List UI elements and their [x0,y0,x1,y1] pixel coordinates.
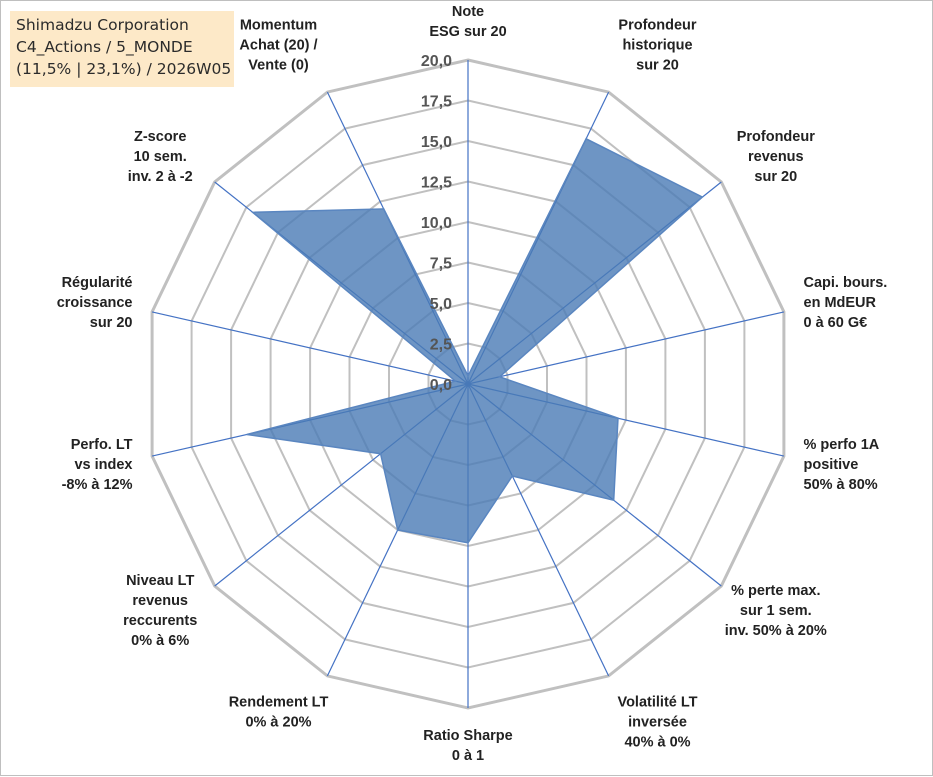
axis-label: Ratio Sharpe 0 à 1 [423,728,512,764]
radial-tick-label: 5,0 [430,296,452,313]
axis-label-line: sur 1 sem. [740,603,812,619]
axis-label-line: % perte max. [731,583,820,599]
radial-tick-label: 7,5 [430,256,452,273]
axis-label-line: Niveau LT [126,573,194,589]
axis-label-line: % perfo 1A [804,437,880,453]
axis-label-line: 0% à 6% [131,633,189,649]
axis-label-line: revenus [748,149,804,165]
axis-label-line: inv. 2 à -2 [128,169,193,185]
axis-label: Niveau LT revenus reccurents 0% à 6% [123,573,197,649]
axis-label-line: Momentum [240,18,317,34]
period-label: (11,5% | 23,1%) / 2026W05 [16,58,228,80]
axis-label-line: inversée [628,714,687,730]
series-area [247,139,702,543]
radial-tick-label: 15,0 [421,134,452,151]
axis-label-line: sur 20 [754,169,797,185]
axis-label-line: -8% à 12% [62,477,133,493]
radar-series [247,139,703,543]
axis-label-line: revenus [132,593,188,609]
axis-label-line: Vente (0) [248,58,309,74]
company-name: Shimadzu Corporation [16,14,228,36]
portfolio-name: C4_Actions / 5_MONDE [16,36,228,58]
axis-label-line: Note [452,4,484,20]
axis-label-line: 0 à 1 [452,748,484,764]
axis-label: % perte max. sur 1 sem. inv. 50% à 20% [725,583,827,639]
axis-label-line: vs index [74,457,132,473]
axis-label: Régularité croissance sur 20 [57,275,133,331]
axis-label-line: Ratio Sharpe [423,728,512,744]
axis-label: Volatilité LT inversée 40% à 0% [617,694,697,750]
axis-label: Z-score 10 sem. inv. 2 à -2 [128,129,193,185]
axis-label-line: Régularité [62,275,133,291]
axis-label-line: positive [804,457,859,473]
axis-label-line: Profondeur [618,18,696,34]
axis-label: Rendement LT 0% à 20% [229,694,329,730]
axis-label-line: 40% à 0% [624,734,690,750]
axis-label: Note ESG sur 20 [429,4,506,40]
axis-label-line: reccurents [123,613,197,629]
axis-label-line: sur 20 [636,58,679,74]
radial-tick-label: 17,5 [421,94,452,111]
axis-label-line: 0% à 20% [245,714,311,730]
axis-label-line: 10 sem. [134,149,187,165]
radial-tick-label: 2,5 [430,337,452,354]
axis-label: Profondeur historique sur 20 [618,18,696,74]
axis-label: Momentum Achat (20) / Vente (0) [239,18,317,74]
axis-label-line: Volatilité LT [617,694,697,710]
axis-label-line: en MdEUR [804,295,877,311]
axis-label: Profondeur revenus sur 20 [737,129,815,185]
axis-label-line: 0 à 60 G€ [804,315,868,331]
radial-tick-label: 0,0 [430,377,452,394]
axis-label-line: Z-score [134,129,186,145]
axis-label-line: Capi. bours. [804,275,888,291]
axis-label: Capi. bours. en MdEUR 0 à 60 G€ [804,275,888,331]
axis-label-line: Rendement LT [229,694,329,710]
axis-label-line: Perfo. LT [71,437,133,453]
axis-label-line: 50% à 80% [804,477,878,493]
axis-label-line: Achat (20) / [239,38,317,54]
radial-tick-label: 10,0 [421,215,452,232]
axis-label-line: inv. 50% à 20% [725,623,827,639]
axis-label: Perfo. LT vs index -8% à 12% [62,437,133,493]
axis-label-line: historique [622,38,692,54]
radial-tick-label: 12,5 [421,175,452,192]
chart-title-box: Shimadzu Corporation C4_Actions / 5_MOND… [10,11,234,87]
axis-label-line: Profondeur [737,129,815,145]
axis-label-line: ESG sur 20 [429,24,506,40]
axis-label: % perfo 1A positive 50% à 80% [804,437,880,493]
axis-label-line: croissance [57,295,133,311]
axis-label-line: sur 20 [90,315,133,331]
radial-tick-label: 20,0 [421,53,452,70]
